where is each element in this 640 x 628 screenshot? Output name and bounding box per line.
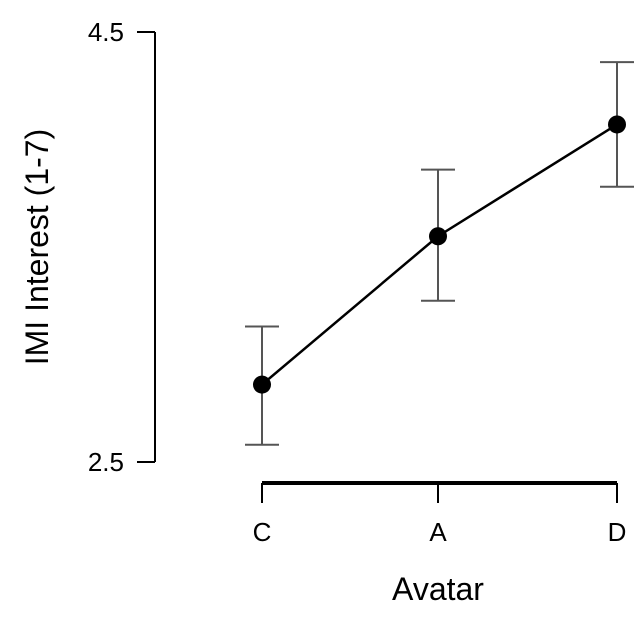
x-tick-label: A: [429, 517, 447, 547]
data-point: [429, 227, 447, 246]
data-point: [608, 115, 626, 134]
series: [245, 61, 634, 446]
y-tick-label: 2.5: [88, 447, 124, 477]
y-tick-label: 4.5: [88, 17, 124, 47]
data-point: [253, 375, 271, 394]
x-tick-label: D: [608, 517, 627, 547]
y-axis: 2.5 4.5 IMI Interest (1-7): [19, 17, 156, 477]
series-layer: [245, 61, 634, 446]
y-ticks: 2.5 4.5: [88, 17, 155, 477]
x-tick-label: C: [253, 517, 272, 547]
x-axis: C A D Avatar: [253, 481, 627, 607]
x-axis-title: Avatar: [392, 571, 484, 607]
series-line: [261, 123, 618, 386]
y-axis-title: IMI Interest (1-7): [19, 129, 55, 366]
